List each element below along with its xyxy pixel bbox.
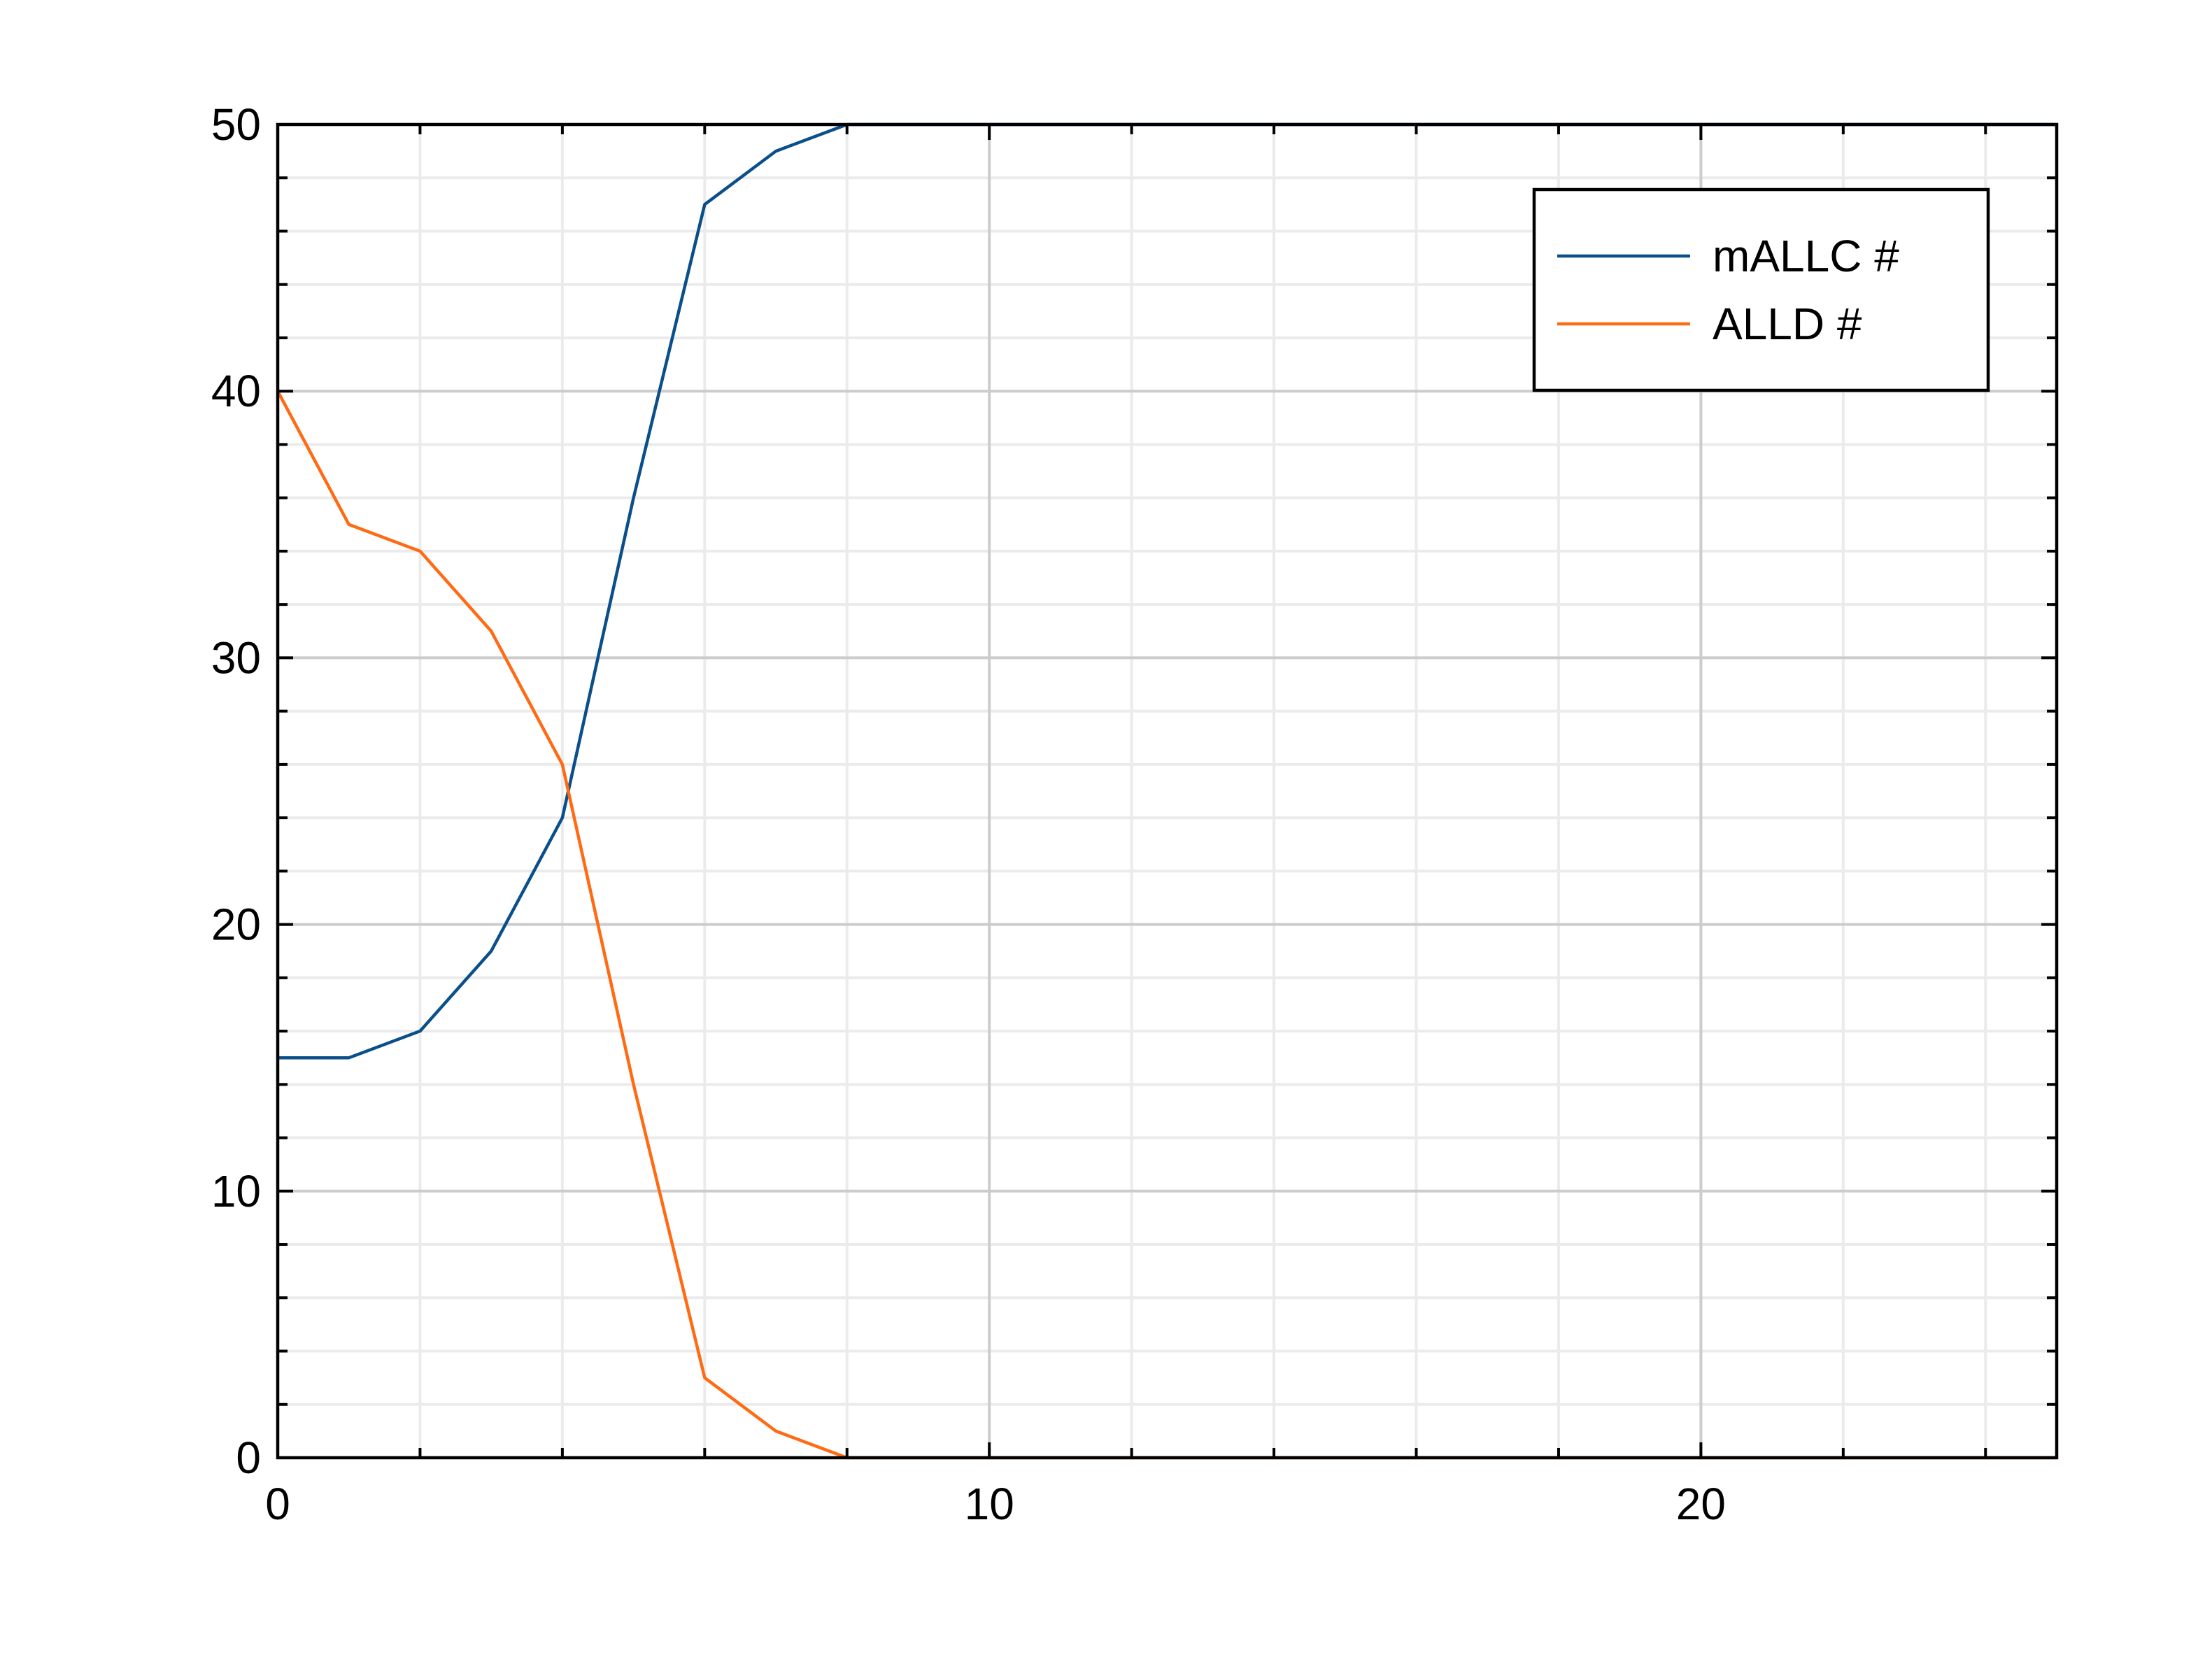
y-tick-label: 40: [211, 366, 261, 416]
y-tick-label: 50: [211, 99, 261, 150]
y-tick-label: 10: [211, 1166, 261, 1216]
x-tick-label: 0: [265, 1479, 290, 1529]
legend: mALLC # ALLD #: [1532, 187, 1990, 392]
y-tick-label: 0: [236, 1433, 261, 1483]
y-tick-label: 20: [211, 900, 261, 950]
legend-box: [1532, 187, 1990, 392]
y-tick-label: 30: [211, 632, 261, 683]
x-tick-label: 20: [1676, 1479, 1726, 1529]
legend-label-2: ALLD #: [1713, 299, 1862, 349]
x-tick-label: 10: [965, 1479, 1014, 1529]
axes: 0 10 20 0 10 20 30 40 50: [211, 99, 2059, 1529]
legend-label-1: mALLC #: [1713, 231, 1899, 281]
plot-frame: [276, 122, 2059, 1460]
